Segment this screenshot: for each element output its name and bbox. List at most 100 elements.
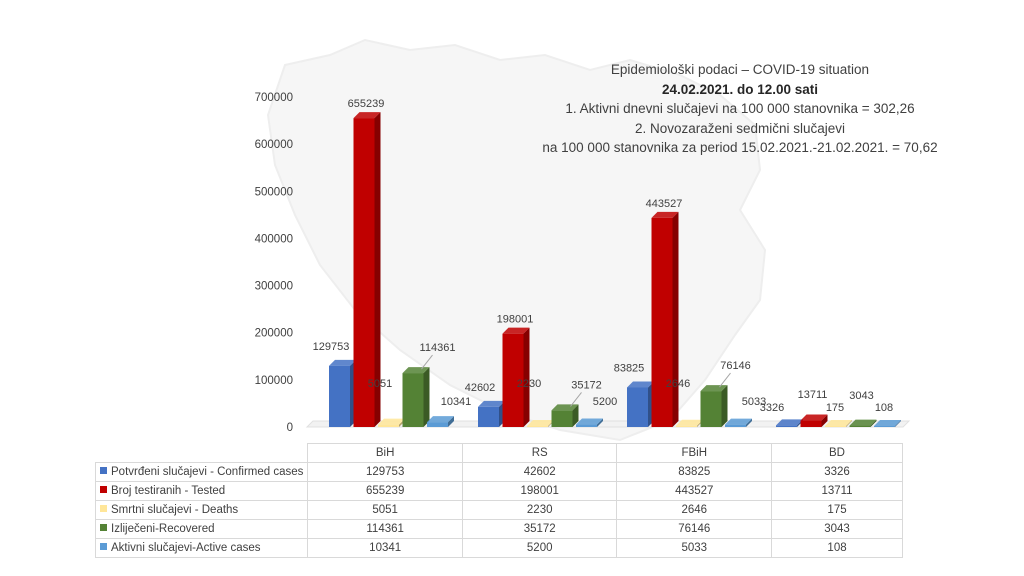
bar <box>402 367 430 427</box>
data-table: BiH RS FBiH BD Potvrđeni slučajevi - Confirm… <box>94 443 903 558</box>
bar-top <box>478 400 505 407</box>
y-tick-label: 700000 <box>255 92 293 104</box>
bar <box>478 400 505 427</box>
data-label: 2230 <box>517 378 541 390</box>
bar-front <box>700 391 722 427</box>
table-cell-value: 5033 <box>616 538 773 558</box>
bar-front <box>402 373 424 427</box>
bar-top <box>353 112 381 119</box>
bar-front <box>725 424 746 427</box>
legend-entry: Izliječeni-Recovered <box>94 519 309 539</box>
table-cell-value: 3043 <box>771 519 903 539</box>
table-cell-value: 35172 <box>461 519 618 539</box>
bar-side <box>721 385 728 427</box>
bar-front <box>776 425 797 427</box>
bar-side <box>672 211 679 427</box>
bar-front <box>651 217 673 427</box>
data-label: 83825 <box>614 362 645 374</box>
data-label: 108 <box>875 402 893 414</box>
bar <box>551 404 579 427</box>
table-corner-cell <box>95 443 309 463</box>
data-label: 3326 <box>760 402 784 414</box>
bar <box>353 112 381 427</box>
legend-key-swatch <box>100 505 107 513</box>
table-row: Smrtni slučajevi - Deaths 5051 2230 2646 175 <box>94 500 903 520</box>
legend-key-swatch <box>100 524 107 532</box>
bar-front <box>353 118 375 427</box>
table-row: Aktivni slučajevi-Active cases 10341 5200 5… <box>94 538 903 558</box>
table-row: Potvrđeni slučajevi - Confirmed cases 129… <box>94 462 903 482</box>
table-cell-value: 42602 <box>461 462 618 482</box>
table-row: Izliječeni-Recovered 114361 35172 76146 3043 <box>94 519 903 539</box>
bar-side <box>523 327 530 427</box>
bar-top <box>502 327 530 334</box>
bar-front <box>676 425 697 427</box>
bar-top <box>725 418 752 425</box>
legend-entry: Aktivni slučajevi-Active cases <box>94 538 309 558</box>
chart-annotation: Epidemiološki podaci – COVID-19 situatio… <box>520 60 960 158</box>
bar-top <box>402 367 430 374</box>
bar-top <box>551 404 579 411</box>
bar-top <box>627 381 654 388</box>
bar-side <box>846 420 852 427</box>
category-label: BD <box>771 443 903 463</box>
legend-label: Potvrđeni slučajevi - Confirmed cases <box>111 466 304 478</box>
bar-side <box>448 416 454 427</box>
data-label: 175 <box>826 402 844 414</box>
bar <box>800 414 828 427</box>
bar-side <box>572 404 579 427</box>
bar <box>725 418 752 427</box>
bar-front <box>527 425 548 427</box>
bar-top <box>378 418 405 425</box>
table-cell-value: 198001 <box>461 481 618 501</box>
category-label: BiH <box>307 443 463 463</box>
table-row: Broj testiranih - Tested 655239 198001 4435… <box>94 481 903 501</box>
bar-top <box>427 416 454 423</box>
table-cell-value: 175 <box>771 500 903 520</box>
leader-line <box>719 372 731 388</box>
bar-front <box>427 422 448 427</box>
bar <box>502 327 530 427</box>
data-label: 76146 <box>720 360 751 372</box>
bar <box>427 416 454 427</box>
table-cell-value: 10341 <box>307 538 463 558</box>
bar-front <box>874 426 895 427</box>
legend-entry: Potvrđeni slučajevi - Confirmed cases <box>94 462 309 482</box>
category-label: RS <box>461 443 618 463</box>
bar-top <box>700 385 728 392</box>
legend-key-swatch <box>100 486 107 494</box>
y-tick-label: 600000 <box>255 139 293 151</box>
legend-key-swatch <box>100 543 107 551</box>
bar-top <box>874 420 901 426</box>
annotation-line-5: na 100 000 stanovnika za period 15.02.20… <box>542 140 938 155</box>
bar-side <box>374 112 381 427</box>
annotation-line-1: Epidemiološki podaci – COVID-19 situatio… <box>610 62 870 77</box>
bar-top <box>776 419 803 426</box>
bar-front <box>329 365 350 427</box>
annotation-line-4: 2. Novozaraženi sedmični slučajevi <box>634 120 846 136</box>
bar-front <box>502 333 524 427</box>
table-cell-value: 2646 <box>616 500 773 520</box>
bar <box>874 420 901 427</box>
table-cell-value: 13711 <box>771 481 903 501</box>
legend-key-swatch <box>100 467 107 475</box>
annotation-line-3: 1. Aktivni dnevni slučajevi na 100 000 s… <box>565 101 915 116</box>
data-label: 42602 <box>465 382 496 394</box>
bar <box>651 211 679 427</box>
table-cell-value: 655239 <box>307 481 463 501</box>
data-label: 3043 <box>849 390 873 402</box>
bar-top <box>825 420 852 426</box>
data-label: 2646 <box>666 378 690 390</box>
legend-label: Smrtni slučajevi - Deaths <box>111 504 239 516</box>
table-cell-value: 108 <box>771 538 903 558</box>
legend-label: Izliječeni-Recovered <box>111 523 215 535</box>
table-cell-value: 114361 <box>307 519 463 539</box>
legend-label: Aktivni slučajevi-Active cases <box>111 542 261 554</box>
bar-front <box>800 420 822 427</box>
data-label: 129753 <box>313 341 350 353</box>
data-label: 35172 <box>571 379 602 391</box>
legend-entry: Broj testiranih - Tested <box>94 481 309 501</box>
y-tick-label: 400000 <box>255 233 293 245</box>
table-cell-value: 3326 <box>771 462 903 482</box>
table-cell-value: 2230 <box>461 500 618 520</box>
